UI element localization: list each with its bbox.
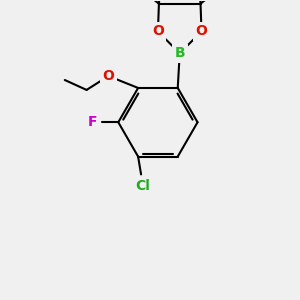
- Text: F: F: [88, 115, 97, 129]
- Text: B: B: [174, 46, 185, 60]
- Text: Cl: Cl: [136, 179, 151, 193]
- Text: O: O: [152, 25, 164, 38]
- Text: O: O: [103, 69, 114, 83]
- Text: O: O: [196, 25, 208, 38]
